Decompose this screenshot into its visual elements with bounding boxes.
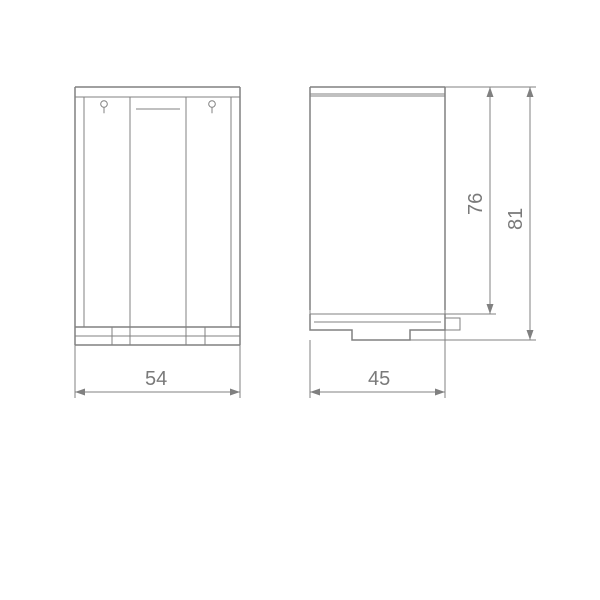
front-view <box>75 87 240 345</box>
dimension-label: 81 <box>505 208 527 230</box>
dimension-label: 54 <box>145 368 167 390</box>
dimension-drawing: 54 45 76 81 <box>0 0 600 600</box>
side-view <box>310 87 460 340</box>
dimension-label: 76 <box>465 193 487 215</box>
dimension-label: 45 <box>368 368 390 390</box>
